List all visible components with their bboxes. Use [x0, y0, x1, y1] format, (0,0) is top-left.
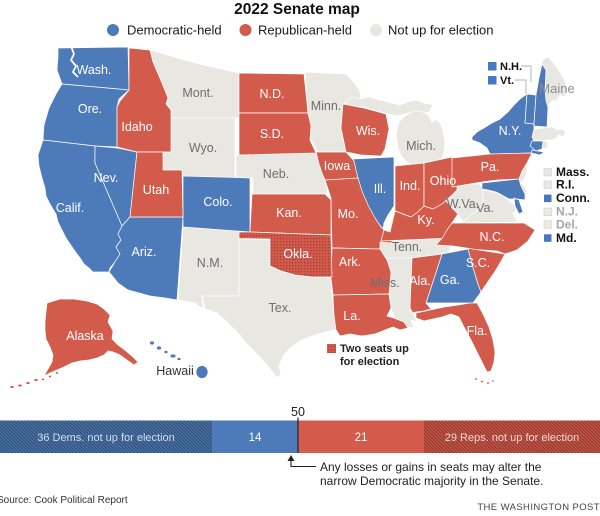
svg-text:Wis.: Wis.: [356, 124, 380, 138]
svg-text:N.M.: N.M.: [197, 256, 223, 270]
svg-text:Two seats up: Two seats up: [340, 343, 409, 355]
svg-text:Conn.: Conn.: [556, 191, 590, 205]
svg-text:50: 50: [291, 405, 305, 419]
svg-text:Ariz.: Ariz.: [132, 245, 157, 259]
svg-text:Md.: Md.: [556, 231, 577, 245]
svg-text:Minn.: Minn.: [311, 99, 342, 113]
svg-text:Idaho: Idaho: [121, 120, 152, 134]
svg-text:Ala.: Ala.: [409, 274, 431, 288]
svg-text:Ky.: Ky.: [417, 213, 434, 227]
svg-text:Democratic-held: Democratic-held: [127, 23, 222, 38]
svg-text:29 Reps. not up for election: 29 Reps. not up for election: [445, 432, 580, 444]
svg-text:Not up for election: Not up for election: [388, 23, 494, 38]
svg-text:Ga.: Ga.: [440, 273, 460, 287]
svg-text:narrow Democratic majority in: narrow Democratic majority in the Senate…: [320, 474, 543, 488]
svg-text:Any losses or gains in seats m: Any losses or gains in seats may alter t…: [320, 460, 542, 474]
svg-text:W.Va.: W.Va.: [447, 197, 479, 211]
svg-text:21: 21: [355, 432, 368, 444]
svg-text:Ill.: Ill.: [374, 182, 387, 196]
svg-text:Ark.: Ark.: [339, 255, 361, 269]
svg-text:Hawaii: Hawaii: [156, 364, 194, 378]
svg-text:Vt.: Vt.: [500, 75, 514, 87]
svg-text:Neb.: Neb.: [263, 167, 289, 181]
svg-text:2022 Senate map: 2022 Senate map: [234, 1, 360, 18]
svg-text:N.Y.: N.Y.: [499, 124, 522, 138]
svg-text:N.D.: N.D.: [260, 87, 285, 101]
svg-text:Okla.: Okla.: [283, 247, 312, 261]
svg-text:14: 14: [249, 432, 262, 444]
svg-text:Tex.: Tex.: [269, 301, 292, 315]
svg-text:Mich.: Mich.: [406, 139, 436, 153]
svg-text:Utah: Utah: [143, 183, 169, 197]
svg-text:Republican-held: Republican-held: [258, 23, 352, 38]
svg-text:Fla.: Fla.: [467, 324, 488, 338]
svg-text:Mass.: Mass.: [556, 165, 589, 179]
svg-text:Wyo.: Wyo.: [189, 141, 217, 155]
svg-text:Alaska: Alaska: [66, 329, 104, 343]
svg-text:Pa.: Pa.: [481, 160, 500, 174]
svg-text:Mo.: Mo.: [338, 207, 359, 221]
svg-text:Colo.: Colo.: [203, 195, 232, 209]
svg-text:R.I.: R.I.: [556, 178, 575, 192]
svg-text:Wash.: Wash.: [77, 63, 112, 77]
svg-text:Source: Cook Political Report: Source: Cook Political Report: [0, 495, 128, 506]
svg-text:S.C.: S.C.: [466, 256, 490, 270]
svg-text:Va.: Va.: [476, 201, 494, 215]
svg-text:N.J.: N.J.: [556, 205, 578, 219]
svg-text:La.: La.: [343, 309, 360, 323]
svg-text:N.C.: N.C.: [480, 230, 505, 244]
svg-text:Tenn.: Tenn.: [392, 240, 423, 254]
svg-text:Miss.: Miss.: [370, 276, 399, 290]
svg-text:N.H.: N.H.: [500, 61, 522, 73]
svg-text:THE WASHINGTON POST: THE WASHINGTON POST: [477, 502, 600, 513]
svg-text:Ind.: Ind.: [400, 179, 421, 193]
svg-text:Calif.: Calif.: [56, 201, 84, 215]
svg-text:36 Dems. not up for election: 36 Dems. not up for election: [37, 432, 175, 444]
svg-text:for election: for election: [340, 356, 400, 368]
svg-text:Ore.: Ore.: [78, 102, 102, 116]
svg-text:Mont.: Mont.: [182, 86, 213, 100]
svg-text:Nev.: Nev.: [94, 171, 119, 185]
svg-text:Iowa: Iowa: [324, 159, 350, 173]
svg-text:Kan.: Kan.: [276, 206, 302, 220]
svg-text:Ohio: Ohio: [430, 174, 456, 188]
svg-text:Del.: Del.: [556, 217, 578, 231]
svg-text:Maine: Maine: [539, 81, 574, 96]
svg-text:S.D.: S.D.: [260, 127, 284, 141]
